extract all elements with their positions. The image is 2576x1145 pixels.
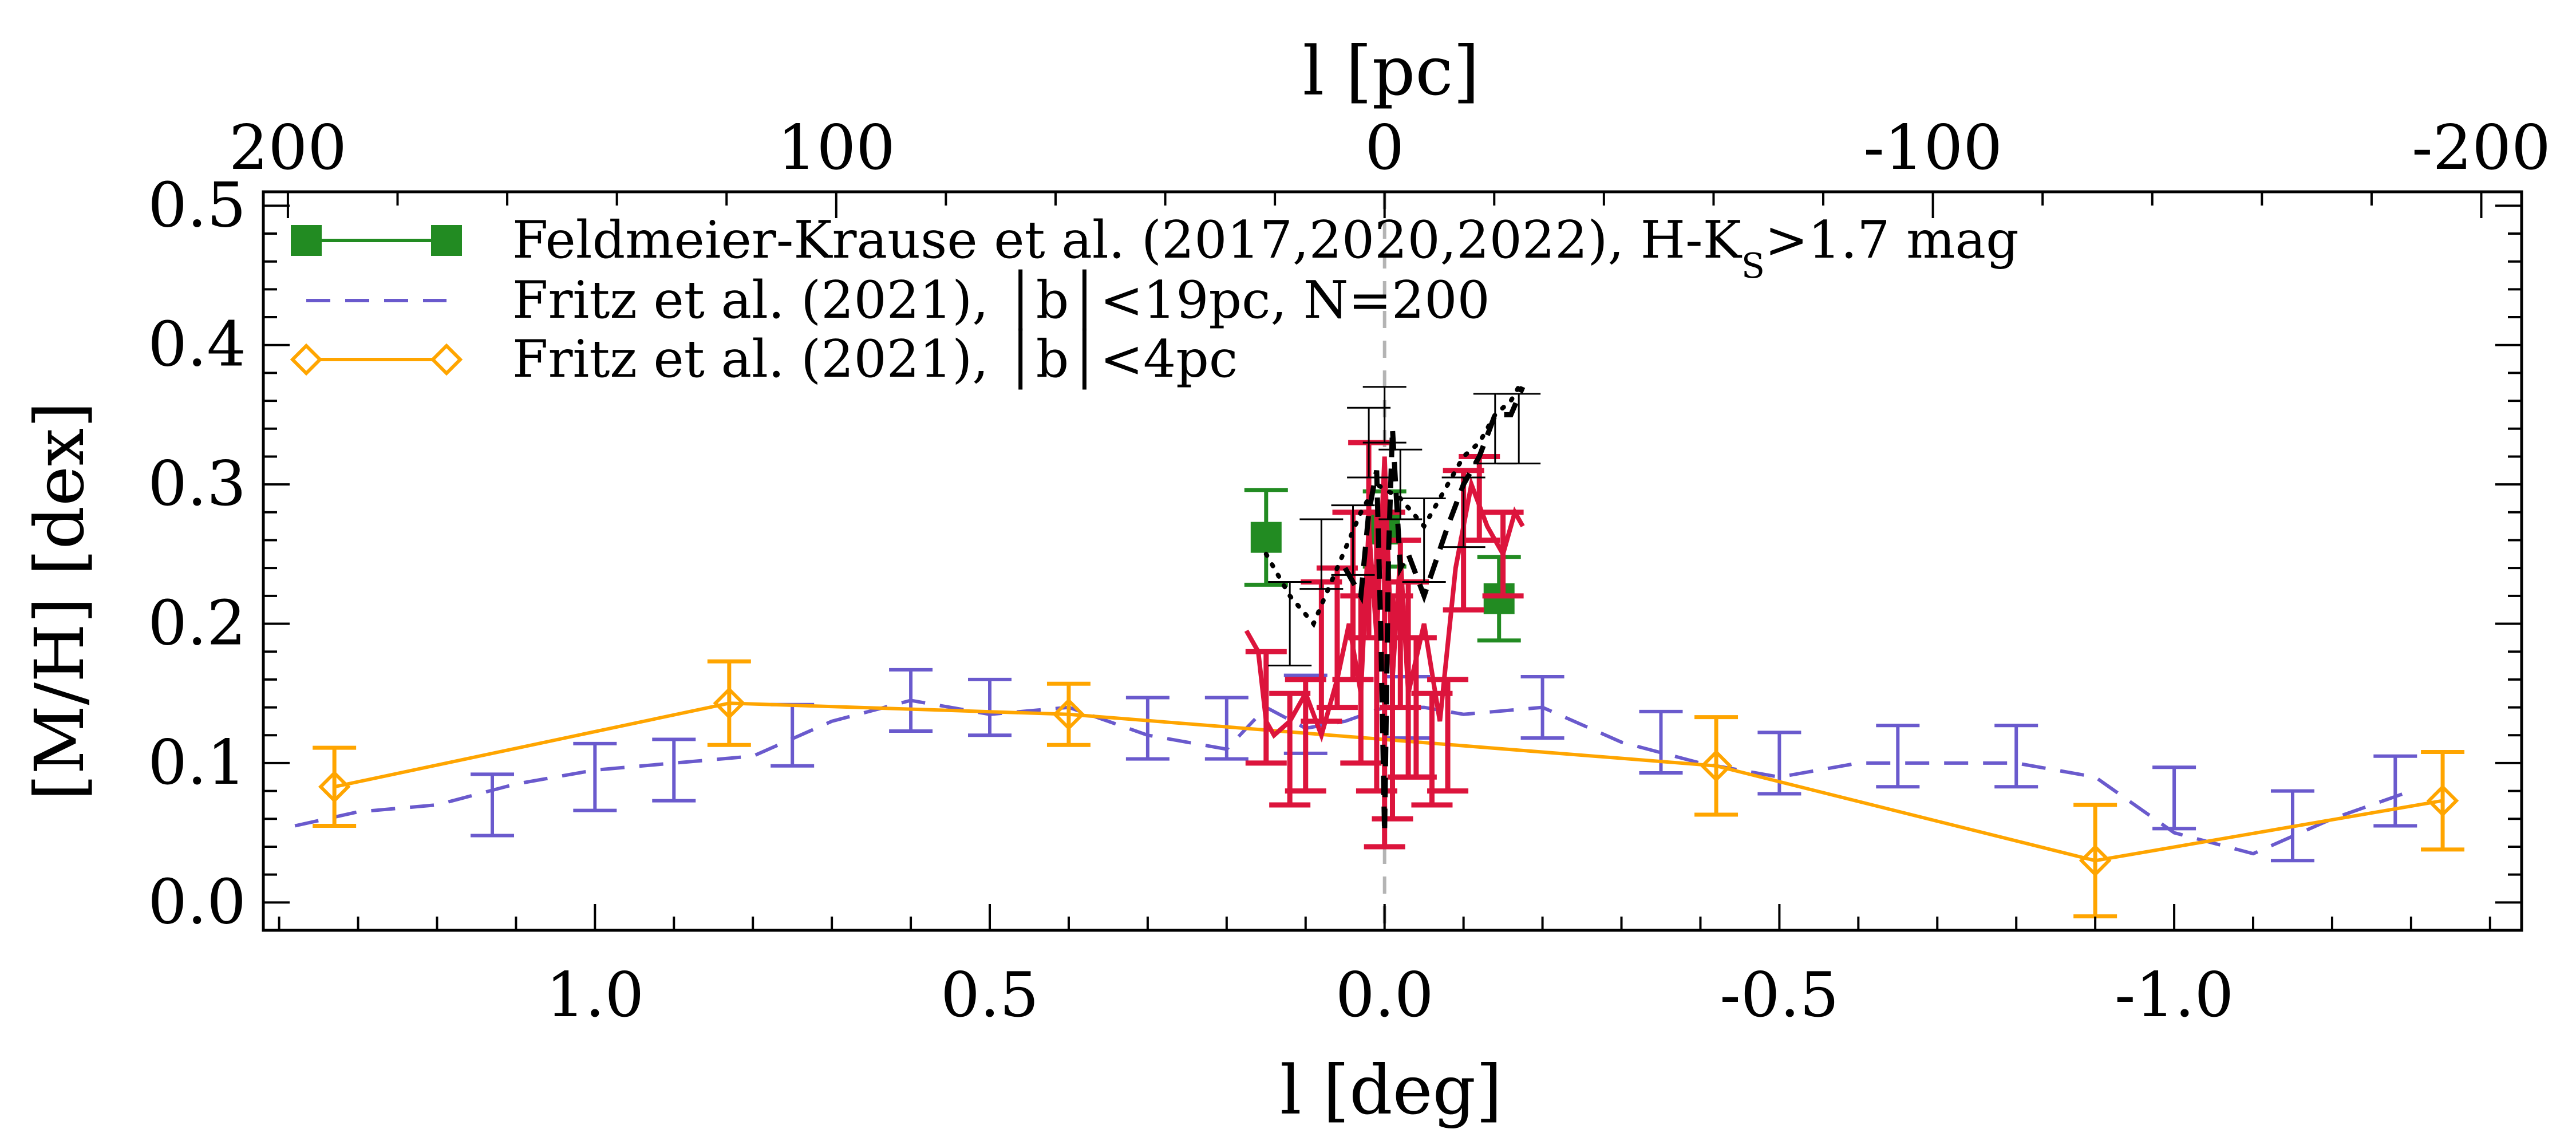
blue-dashed-line bbox=[294, 698, 2412, 856]
legend-label-orange: Fritz et al. (2021), │b│<4pc bbox=[512, 328, 1238, 390]
black-dotted-line bbox=[1263, 384, 1522, 629]
orange-diamond-marker-2 bbox=[1052, 698, 1085, 731]
green-square-marker-0 bbox=[1250, 522, 1282, 553]
top-tick-label: 100 bbox=[777, 112, 895, 184]
x-tick-label: 1.0 bbox=[546, 960, 644, 1031]
legend-entry-orange: Fritz et al. (2021), │b│<4pc bbox=[290, 328, 1238, 390]
legend-label-main: Fritz et al. (2021), │b│<4pc bbox=[512, 328, 1238, 390]
top-tick-label: -200 bbox=[2412, 112, 2551, 184]
orange-diamond-marker-1 bbox=[713, 687, 746, 720]
x-tick-label: 0.5 bbox=[941, 960, 1039, 1031]
y-tick-label: 0.3 bbox=[148, 448, 246, 520]
legend-label-main: Feldmeier-Krause et al. (2017,2020,2022)… bbox=[512, 210, 1743, 270]
legend-label-blue: Fritz et al. (2021), │b│<19pc, N=200 bbox=[512, 269, 1490, 331]
green-square-marker-2 bbox=[1483, 583, 1515, 614]
y-tick-label: 0.5 bbox=[148, 169, 246, 241]
legend-orange-marker-0 bbox=[290, 343, 323, 376]
axis-ticks: 1.0 0.5 0.0 -0.5 -1.0 200 100 0 -100 -200 0.0 0.1 0.… bbox=[148, 112, 2551, 1031]
x-tick-label: -0.5 bbox=[1720, 960, 1839, 1031]
plot-border bbox=[262, 190, 2523, 932]
y-tick-label: 0.2 bbox=[148, 588, 246, 660]
black-dashed-line bbox=[1342, 386, 1526, 833]
legend-label-green: Feldmeier-Krause et al. (2017,2020,2022)… bbox=[512, 210, 2019, 286]
orange-diamond-marker-4 bbox=[2079, 844, 2112, 877]
y-axis-label: [M/H] [dex] bbox=[20, 401, 99, 800]
series-black bbox=[1263, 384, 1541, 833]
legend-entry-green: Feldmeier-Krause et al. (2017,2020,2022)… bbox=[291, 210, 2019, 286]
x-axis-label: l [deg] bbox=[1280, 1051, 1502, 1130]
legend-green-marker-right bbox=[431, 225, 462, 256]
x-tick-label: 0.0 bbox=[1336, 960, 1434, 1031]
legend-label-subscript: S bbox=[1741, 246, 1765, 286]
legend-entry-blue: Fritz et al. (2021), │b│<19pc, N=200 bbox=[306, 269, 1490, 331]
legend: Feldmeier-Krause et al. (2017,2020,2022)… bbox=[290, 210, 2019, 390]
y-tick-label: 0.1 bbox=[148, 727, 246, 799]
y-tick-label: 0.0 bbox=[148, 866, 246, 938]
y-tick-label: 0.4 bbox=[148, 309, 246, 381]
x-tick-label: -1.0 bbox=[2115, 960, 2234, 1031]
orange-diamond-marker-5 bbox=[2426, 784, 2459, 817]
legend-label-main: Fritz et al. (2021), │b│<19pc, N=200 bbox=[512, 269, 1490, 331]
top-tick-label: 0 bbox=[1365, 112, 1404, 184]
orange-diamond-marker-3 bbox=[1700, 749, 1733, 783]
legend-label-suffix: >1.7 mag bbox=[1765, 210, 2019, 270]
orange-diamond-marker-0 bbox=[318, 771, 351, 803]
series-layer bbox=[294, 192, 2465, 930]
top-tick-label: 200 bbox=[229, 112, 347, 184]
plot-frame bbox=[262, 190, 2523, 932]
legend-orange-marker-1 bbox=[430, 343, 463, 376]
top-x-axis-label: l [pc] bbox=[1303, 31, 1480, 110]
top-tick-label: -100 bbox=[1863, 112, 2002, 184]
legend-green-marker-left bbox=[291, 225, 322, 256]
